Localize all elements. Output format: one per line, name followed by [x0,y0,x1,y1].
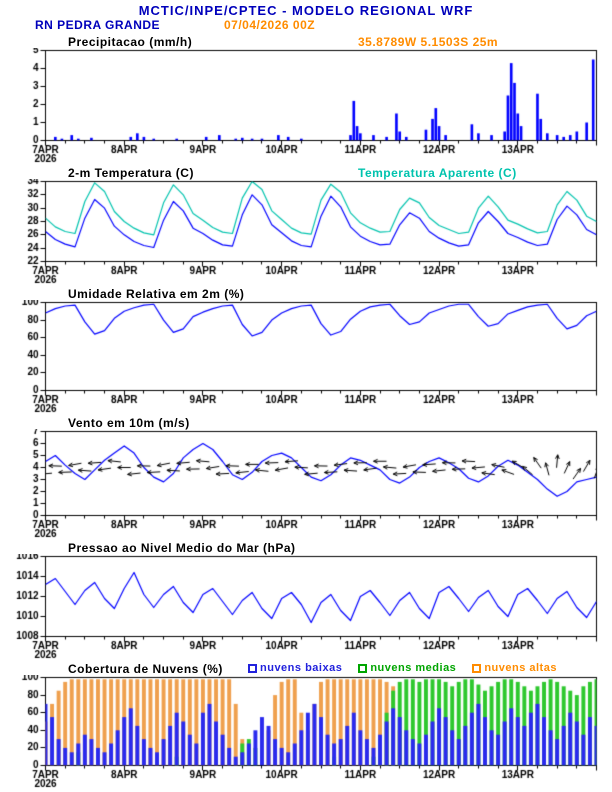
panel-precipitation: Precipitacao (mm/h) 35.8789W 5.1503S 25m [0,35,612,164]
low-clouds-swatch-icon [248,663,257,673]
cloud-cover-title: Cobertura de Nuvens (%) [68,662,223,676]
high-clouds-swatch-icon [472,663,482,673]
wind-chart [0,429,612,539]
model-run-datetime: 07/04/2026 00Z [224,18,316,32]
legend-item-low-clouds: nuvens baixas [248,662,342,674]
apparent-temperature-label: Temperatura Aparente (C) [358,166,517,180]
mid-clouds-label: nuvens medias [370,662,457,674]
cloud-cover-chart [0,675,612,789]
pressure-chart [0,554,612,660]
temperature-title: 2-m Temperatura (C) [68,166,194,180]
humidity-title: Umidade Relativa em 2m (%) [68,287,245,301]
panel-wind: Vento em 10m (m/s) [0,416,612,539]
panel-cloud-cover: Cobertura de Nuvens (%) nuvens baixas nu… [0,662,612,789]
temperature-chart [0,179,612,285]
wind-title: Vento em 10m (m/s) [68,416,190,430]
precipitation-title: Precipitacao (mm/h) [68,35,193,49]
high-clouds-label: nuvens altas [484,662,557,674]
precipitation-chart [0,48,612,164]
cloud-legend: nuvens baixas nuvens medias nuvens altas [248,662,557,674]
low-clouds-label: nuvens baixas [260,662,343,674]
station-coordinates: 35.8789W 5.1503S 25m [358,35,499,49]
humidity-chart [0,300,612,414]
panel-humidity: Umidade Relativa em 2m (%) [0,287,612,414]
legend-item-mid-clouds: nuvens medias [358,662,456,674]
pressure-title: Pressao ao Nivel Medio do Mar (hPa) [68,541,296,555]
panel-temperature: 2-m Temperatura (C) Temperatura Aparente… [0,166,612,285]
station-name: RN PEDRA GRANDE [35,18,161,32]
legend-item-high-clouds: nuvens altas [472,662,557,674]
panel-pressure: Pressao ao Nivel Medio do Mar (hPa) [0,541,612,660]
page-title: MCTIC/INPE/CPTEC - MODELO REGIONAL WRF [138,3,474,18]
subheader: RN PEDRA GRANDE 07/04/2026 00Z [0,18,612,33]
mid-clouds-swatch-icon [358,663,368,673]
